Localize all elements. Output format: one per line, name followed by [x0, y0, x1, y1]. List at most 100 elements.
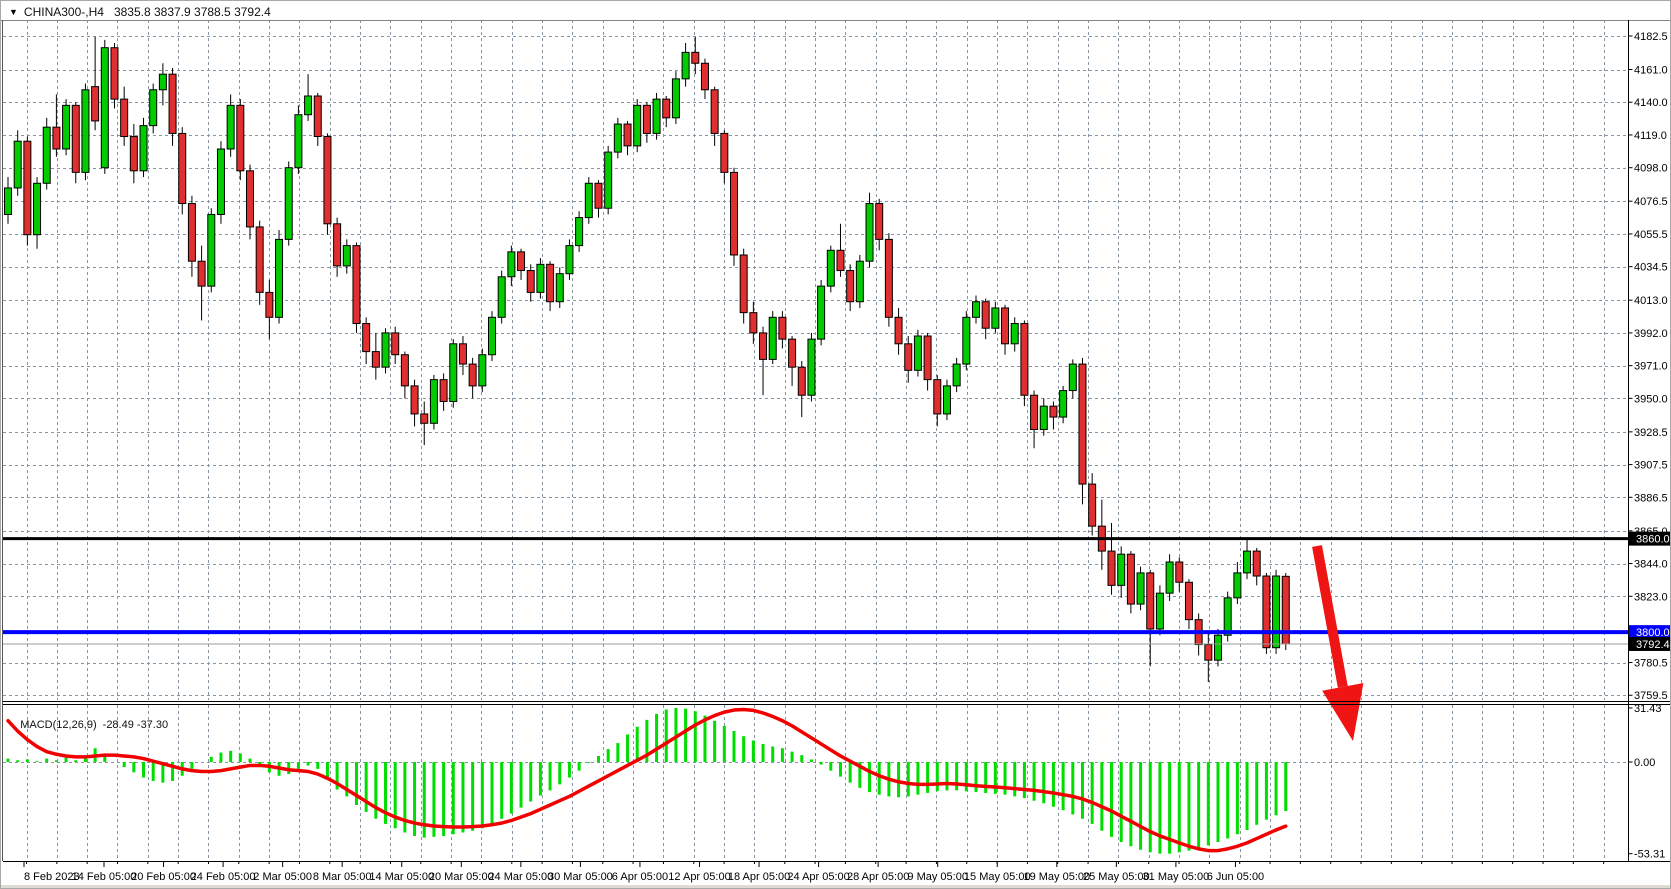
candle	[1117, 546, 1126, 598]
candle	[304, 74, 313, 121]
candle	[168, 67, 177, 146]
down-trend-arrow-head	[1322, 683, 1364, 741]
candle	[875, 198, 884, 251]
candle-body-down	[546, 263, 555, 303]
candle	[972, 295, 980, 324]
price-line-label-text: 3860.0	[1636, 534, 1670, 546]
support-hline-3800[interactable]	[3, 630, 1628, 635]
candle	[294, 105, 303, 174]
candle-body-up	[768, 316, 777, 360]
candle	[807, 332, 816, 402]
symbol-dropdown-icon[interactable]: ▼	[9, 7, 18, 17]
candle	[546, 261, 555, 312]
candle-body-up	[913, 335, 922, 371]
candle-body-up	[158, 73, 167, 91]
candle-body-up	[294, 114, 303, 169]
candle-body-up	[681, 51, 690, 80]
candle	[333, 217, 342, 277]
candle	[391, 326, 400, 365]
candle	[420, 401, 429, 446]
candle-body-up	[4, 187, 12, 215]
candle-body-down	[904, 343, 913, 371]
date-axis-label: 15 May 05:00	[964, 871, 1031, 883]
candle	[62, 99, 71, 156]
price-axis: 4182.5 4161.0 4140.0 4119.0 4098.0 4076.5 4055…	[1628, 31, 1670, 702]
candle	[633, 99, 642, 153]
candle-body-up	[304, 95, 313, 116]
candle-body-down	[410, 385, 419, 415]
candle	[507, 245, 516, 287]
price-line-label-3860.0: 3860.0	[1629, 531, 1670, 546]
candle	[323, 133, 332, 235]
candle-body-up	[1155, 592, 1164, 630]
candle-body-up	[1117, 553, 1126, 586]
candle-body-down	[197, 260, 206, 287]
candle	[371, 332, 380, 380]
down-trend-arrow[interactable]	[1312, 545, 1364, 741]
candle-body-down	[894, 316, 903, 345]
candle	[1262, 572, 1271, 654]
candle-body-up	[1059, 390, 1068, 418]
price-axis-label: 4161.0	[1634, 65, 1668, 77]
candle-body-down	[710, 89, 719, 134]
candle-body-up	[555, 273, 564, 303]
chart-plot-area[interactable]	[3, 20, 1628, 700]
candle	[817, 279, 826, 346]
symbol-period-label: CHINA300-,H4	[23, 5, 104, 19]
candle-body-up	[817, 285, 826, 340]
candle	[739, 248, 748, 324]
candle	[681, 43, 690, 87]
candle	[1020, 320, 1029, 407]
candle	[759, 326, 768, 396]
candle	[526, 264, 535, 302]
candle-body-down	[923, 335, 932, 381]
candle-body-up	[429, 379, 438, 424]
macd-panel[interactable]	[6, 707, 1288, 854]
candle	[488, 311, 496, 361]
candle-body-down	[730, 171, 738, 256]
candle	[778, 311, 787, 349]
candle	[1088, 473, 1097, 536]
candle	[265, 279, 274, 340]
candle-body-down	[1107, 550, 1116, 586]
macd-plot-area[interactable]	[3, 705, 1628, 861]
resistance-hline-3860[interactable]	[3, 537, 1628, 541]
candle-body-up	[584, 182, 593, 219]
candle-body-up	[1214, 634, 1222, 661]
candle	[139, 117, 148, 178]
candle	[855, 254, 864, 308]
candle-body-up	[216, 148, 225, 215]
candle-body-down	[1262, 575, 1271, 649]
macd-axis-label: -53.31	[1634, 849, 1665, 861]
candles-series	[4, 36, 1290, 682]
candle-body-down	[1049, 405, 1058, 418]
candle-body-down	[71, 104, 80, 173]
candle-body-up	[652, 98, 661, 134]
candle-body-up	[139, 125, 148, 172]
candle-body-down	[1001, 307, 1010, 345]
candle-body-up	[633, 104, 642, 147]
candle-body-up	[207, 213, 216, 287]
candle-body-down	[265, 291, 274, 318]
candle	[275, 230, 284, 324]
candle	[797, 360, 806, 418]
candle	[1136, 566, 1145, 611]
candle-body-up	[826, 249, 835, 287]
candle-body-down	[797, 366, 806, 396]
candle	[458, 336, 467, 375]
candle-body-up	[62, 104, 71, 150]
candle-body-down	[333, 223, 342, 267]
candle-body-down	[836, 249, 845, 272]
candle-body-down	[120, 98, 129, 138]
price-axis-label: 3780.5	[1634, 658, 1668, 670]
panel-divider-top	[3, 701, 1670, 702]
candle	[565, 239, 574, 280]
candle	[720, 130, 729, 184]
macd-axis-label: 0.00	[1634, 757, 1655, 769]
candle	[255, 220, 264, 305]
candle	[1272, 569, 1281, 654]
candle	[594, 180, 603, 218]
candle-body-down	[691, 51, 700, 64]
candle	[1010, 317, 1019, 352]
